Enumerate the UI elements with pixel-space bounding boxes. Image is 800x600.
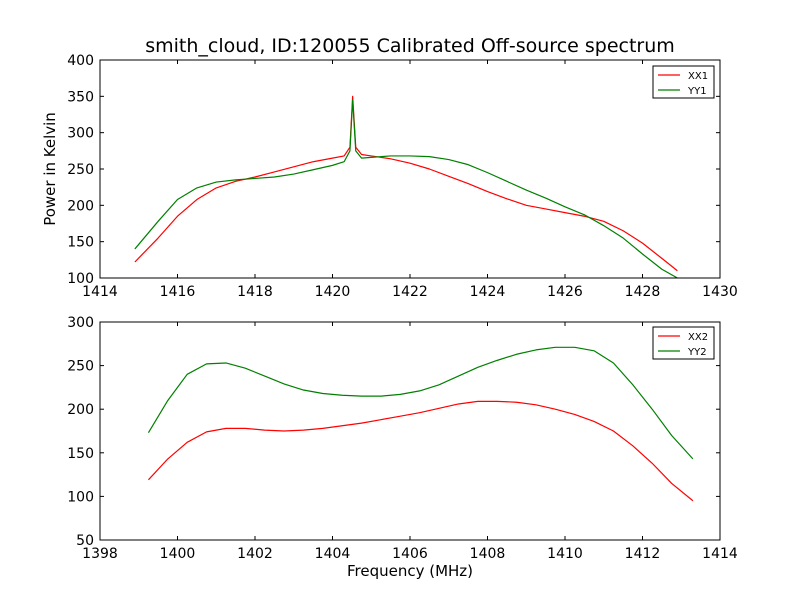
bottom-x-tick-label-1402: 1402 (237, 546, 273, 562)
top-y-tick-label-300: 300 (67, 126, 94, 142)
bottom-series-line-xx2 (147, 400, 694, 502)
top-x-tick-label-1424: 1424 (470, 284, 506, 300)
bottom-x-tick-label-1398: 1398 (82, 546, 118, 562)
bottom-y-tick-label-250: 250 (67, 359, 94, 375)
top-x-tick-label-1414: 1414 (82, 284, 118, 300)
legend-label-yy2: YY2 (687, 347, 707, 358)
bottom-x-tick-label-1410: 1410 (547, 546, 583, 562)
top-y-tick-label-100: 100 (67, 271, 94, 287)
legend-label-yy1: YY1 (687, 86, 707, 97)
top-x-tick-label-1418: 1418 (237, 284, 273, 300)
top-x-tick-label-1422: 1422 (392, 284, 428, 300)
top-series-line-yy1 (134, 99, 678, 278)
top-y-axis-label: Power in Kelvin (41, 112, 59, 226)
bottom-y-tick-label-50: 50 (76, 533, 94, 549)
bottom-y-tick-label-300: 300 (67, 315, 94, 331)
legend-label-xx1: XX1 (688, 71, 708, 82)
bottom-x-tick-label-1408: 1408 (470, 546, 506, 562)
top-plot-area (100, 60, 720, 278)
bottom-plot-area (100, 322, 720, 540)
top-x-tick-label-1428: 1428 (625, 284, 661, 300)
bottom-x-tick-label-1400: 1400 (160, 546, 196, 562)
bottom-x-tick-label-1414: 1414 (702, 546, 738, 562)
top-x-tick-label-1416: 1416 (160, 284, 196, 300)
top-panel-xx1-yy1: 1414 1416 1418 1420 1422 1424 1426 1428 1430 100 1… (41, 53, 738, 300)
bottom-legend: XX2 YY2 (652, 326, 715, 360)
chart-title: smith_cloud, ID:120055 Calibrated Off-so… (145, 35, 675, 57)
bottom-y-tick-label-200: 200 (67, 402, 94, 418)
bottom-x-tick-label-1406: 1406 (392, 546, 428, 562)
top-y-tick-label-200: 200 (67, 198, 94, 214)
bottom-y-tick-label-100: 100 (67, 489, 94, 505)
top-legend-box (652, 65, 715, 99)
top-y-tick-label-400: 400 (67, 53, 94, 69)
bottom-y-tick-label-150: 150 (67, 446, 94, 462)
bottom-x-tick-label-1404: 1404 (315, 546, 351, 562)
top-y-tick-label-350: 350 (67, 89, 94, 105)
bottom-panel-xx2-yy2: 1398 1400 1402 1404 1406 1408 1410 1412 1414 50 10… (67, 315, 738, 580)
top-x-tick-label-1420: 1420 (315, 284, 351, 300)
bottom-x-axis-label: Frequency (MHz) (347, 562, 473, 580)
bottom-legend-box (652, 326, 715, 360)
bottom-x-tick-label-1412: 1412 (625, 546, 661, 562)
top-x-tick-label-1430: 1430 (702, 284, 738, 300)
top-legend: XX1 YY1 (652, 65, 715, 99)
bottom-series-line-yy2 (147, 346, 694, 460)
top-y-tick-label-250: 250 (67, 162, 94, 178)
top-y-tick-label-150: 150 (67, 235, 94, 251)
legend-label-xx2: XX2 (688, 332, 708, 343)
top-x-tick-label-1426: 1426 (547, 284, 583, 300)
